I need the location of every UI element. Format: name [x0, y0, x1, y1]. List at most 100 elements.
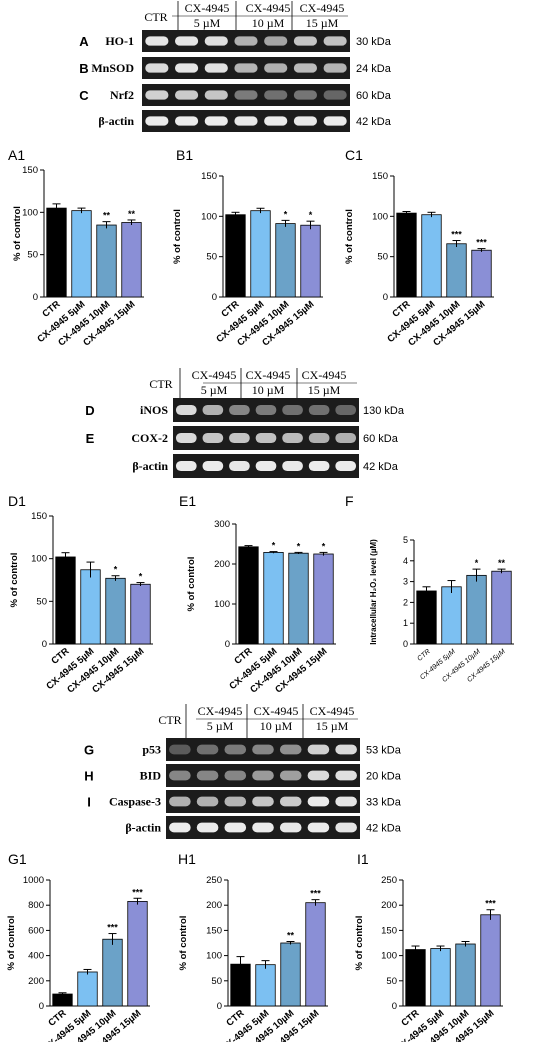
- y-tick-label: 100: [214, 599, 230, 610]
- bar: [102, 938, 123, 1007]
- y-tick-label: 300: [214, 519, 230, 530]
- blot-row: B MnSOD 24 kDa: [79, 57, 392, 79]
- significance-marker: **: [103, 211, 111, 221]
- panel-label: F: [345, 493, 354, 509]
- kda-label: 130 kDa: [363, 405, 405, 417]
- significance-marker: *: [309, 210, 313, 220]
- blot-row: β-actin 42 kDa: [125, 816, 402, 839]
- blot-band: [234, 63, 258, 73]
- blot-band: [279, 796, 302, 807]
- bar: [480, 914, 501, 1007]
- y-axis-label: % of control: [6, 916, 17, 971]
- y-tick-label: 200: [381, 900, 397, 911]
- panel-letter: C: [79, 88, 89, 103]
- kda-label: 42 kDa: [366, 823, 402, 835]
- panel-label: B1: [176, 147, 193, 163]
- condition-label: CX-4945: [246, 1, 291, 15]
- blot-band: [264, 116, 288, 126]
- blot-band: [234, 36, 258, 46]
- significance-marker: ***: [310, 889, 321, 899]
- y-tick-label: 200: [28, 976, 44, 987]
- panel-label: I1: [357, 851, 369, 867]
- condition-label: CX-4945: [254, 704, 299, 718]
- y-tick-label: 0: [225, 639, 230, 650]
- y-tick-label: 250: [381, 875, 397, 886]
- blot-band: [293, 63, 318, 73]
- condition-label: CX-4945: [198, 704, 243, 718]
- kda-label: 53 kDa: [366, 745, 402, 757]
- bar: [80, 569, 101, 645]
- blot-band: [224, 770, 247, 781]
- blot-band: [279, 822, 302, 833]
- blot-band: [282, 460, 303, 472]
- blot-band: [252, 822, 274, 833]
- blot-band: [169, 770, 191, 781]
- bar: [288, 552, 309, 645]
- bar: [430, 948, 451, 1007]
- blot-band: [282, 404, 303, 416]
- condition-label: 10 µM: [252, 383, 285, 397]
- y-tick-label: 150: [372, 171, 388, 182]
- panel-letter: H: [84, 769, 93, 784]
- blot-band: [145, 90, 169, 100]
- blot-band: [307, 770, 330, 781]
- condition-label: CX-4945: [310, 704, 355, 718]
- blot-band: [279, 770, 302, 781]
- y-axis-label: % of control: [186, 557, 197, 612]
- blot-band: [255, 460, 277, 472]
- blot-band: [335, 404, 357, 416]
- condition-label: 15 µM: [308, 383, 341, 397]
- kda-label: 33 kDa: [366, 797, 402, 809]
- bar: [250, 210, 271, 298]
- blot-band: [308, 404, 330, 416]
- significance-marker: *: [284, 209, 288, 219]
- panel-letter: I: [87, 795, 91, 810]
- bar: [130, 583, 151, 645]
- y-tick-label: 0: [217, 1001, 222, 1012]
- blot-band: [279, 744, 302, 755]
- blot-band: [264, 36, 288, 46]
- y-tick-label: 100: [22, 207, 38, 218]
- significance-marker: *: [475, 558, 479, 568]
- condition-label: 10 µM: [252, 16, 285, 30]
- blot-band: [264, 63, 288, 73]
- kda-label: 60 kDa: [363, 433, 399, 445]
- y-tick-label: 800: [28, 900, 44, 911]
- condition-label: 5 µM: [201, 383, 228, 397]
- bar: [225, 214, 246, 298]
- blot-band: [202, 404, 224, 416]
- y-axis-label: % of control: [344, 209, 355, 264]
- bar: [71, 210, 92, 298]
- blot-row: A HO-1 30 kDa: [79, 30, 392, 52]
- y-tick-label: 150: [381, 925, 397, 936]
- bar: [238, 546, 259, 645]
- y-tick-label: 100: [372, 211, 388, 222]
- blot-band: [252, 744, 274, 755]
- y-tick-label: 0: [42, 639, 47, 650]
- blot-band: [252, 796, 274, 807]
- condition-label: CX-4945: [300, 1, 345, 15]
- blot-band: [308, 460, 330, 472]
- y-tick-label: 50: [206, 252, 217, 263]
- panel-letter: E: [86, 431, 95, 446]
- y-tick-label: 0: [392, 1001, 397, 1012]
- panel-label: D1: [8, 493, 26, 509]
- bar: [275, 223, 296, 298]
- bar: [416, 590, 437, 645]
- protein-label: β-actin: [132, 459, 168, 473]
- bar: [405, 949, 426, 1007]
- y-axis-label: % of control: [178, 916, 189, 971]
- condition-label: 5 µM: [207, 719, 234, 733]
- bar: [52, 993, 73, 1007]
- y-tick-label: 150: [201, 171, 217, 182]
- bar: [77, 971, 98, 1007]
- protein-label: iNOS: [140, 403, 168, 417]
